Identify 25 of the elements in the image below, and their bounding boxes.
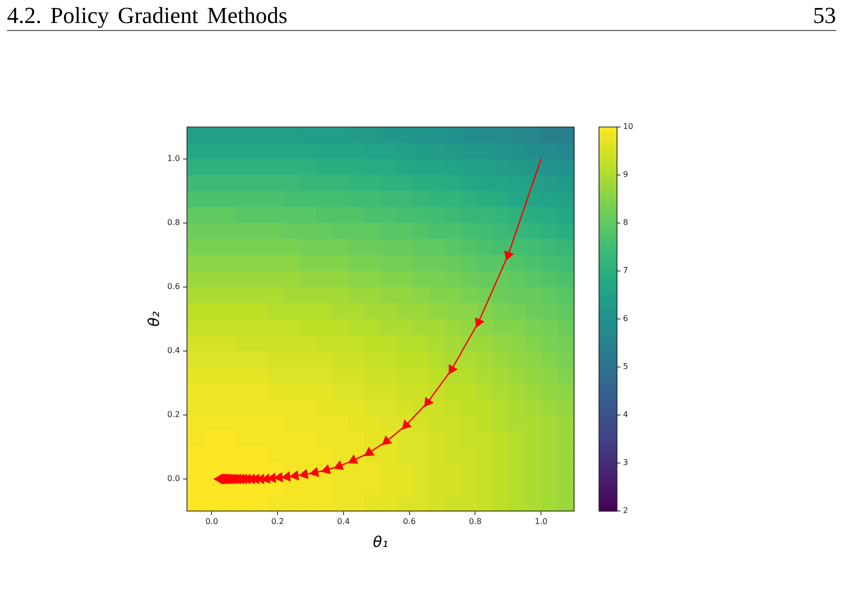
x-tick-label: 0.8 bbox=[468, 516, 482, 526]
y-tick-label: 0.4 bbox=[167, 346, 180, 356]
x-tick-label: 0.0 bbox=[205, 516, 218, 526]
y-tick-label: 0.0 bbox=[167, 474, 180, 484]
color-bar-label: 5 bbox=[623, 362, 628, 372]
x-tick-label: 0.4 bbox=[337, 516, 350, 526]
y-tick-label: 1.0 bbox=[167, 154, 180, 164]
color-bar-label: 4 bbox=[623, 410, 628, 420]
x-tick-label: 0.2 bbox=[271, 516, 284, 526]
color-bar-label: 9 bbox=[623, 170, 628, 180]
color-bar-label: 6 bbox=[623, 314, 628, 324]
color-bar-label: 10 bbox=[623, 122, 634, 132]
text: 4.2. Policy Gradient Methods bbox=[7, 3, 288, 28]
color-bar-label: 7 bbox=[623, 266, 628, 276]
y-tick-label: 0.2 bbox=[167, 410, 180, 420]
color-bar-label: 8 bbox=[623, 218, 628, 228]
text: 53 bbox=[813, 3, 836, 28]
y-tick-label: 0.6 bbox=[167, 282, 180, 292]
color-bar-label: 3 bbox=[623, 458, 628, 468]
color-bar-label: 2 bbox=[623, 506, 628, 516]
x-axis-title: θ₁ bbox=[372, 532, 388, 551]
x-tick-label: 0.6 bbox=[402, 516, 416, 526]
y-tick-label: 0.8 bbox=[167, 218, 180, 228]
x-tick-label: 1.0 bbox=[534, 516, 548, 526]
y-axis-title: θ₂ bbox=[144, 311, 163, 327]
